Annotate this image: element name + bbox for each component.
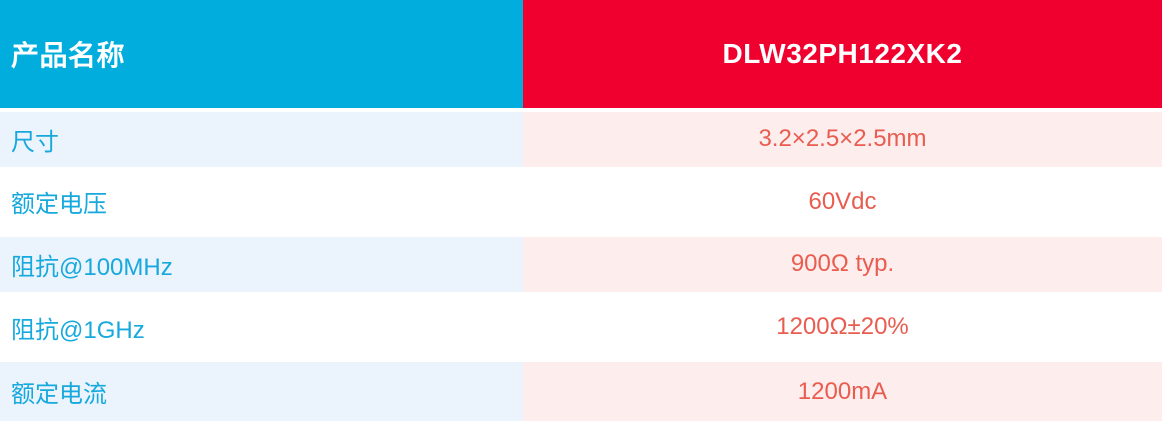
row-value-impedance-1ghz: 1200Ω±20% [523, 295, 1162, 359]
row-value-rated-voltage: 60Vdc [523, 170, 1162, 234]
row-label-rated-current: 额定电流 [0, 358, 523, 421]
header-product-name: 产品名称 [0, 0, 523, 108]
header-model-number: DLW32PH122XK2 [523, 0, 1162, 108]
row-label-rated-voltage: 额定电压 [0, 170, 523, 234]
row-label-dimensions: 尺寸 [0, 108, 523, 171]
row-label-impedance-1ghz: 阻抗@1GHz [0, 295, 523, 359]
row-value-dimensions: 3.2×2.5×2.5mm [523, 108, 1162, 171]
row-value-impedance-100mhz: 900Ω typ. [523, 233, 1162, 296]
row-label-impedance-100mhz: 阻抗@100MHz [0, 233, 523, 296]
row-value-rated-current: 1200mA [523, 358, 1162, 421]
